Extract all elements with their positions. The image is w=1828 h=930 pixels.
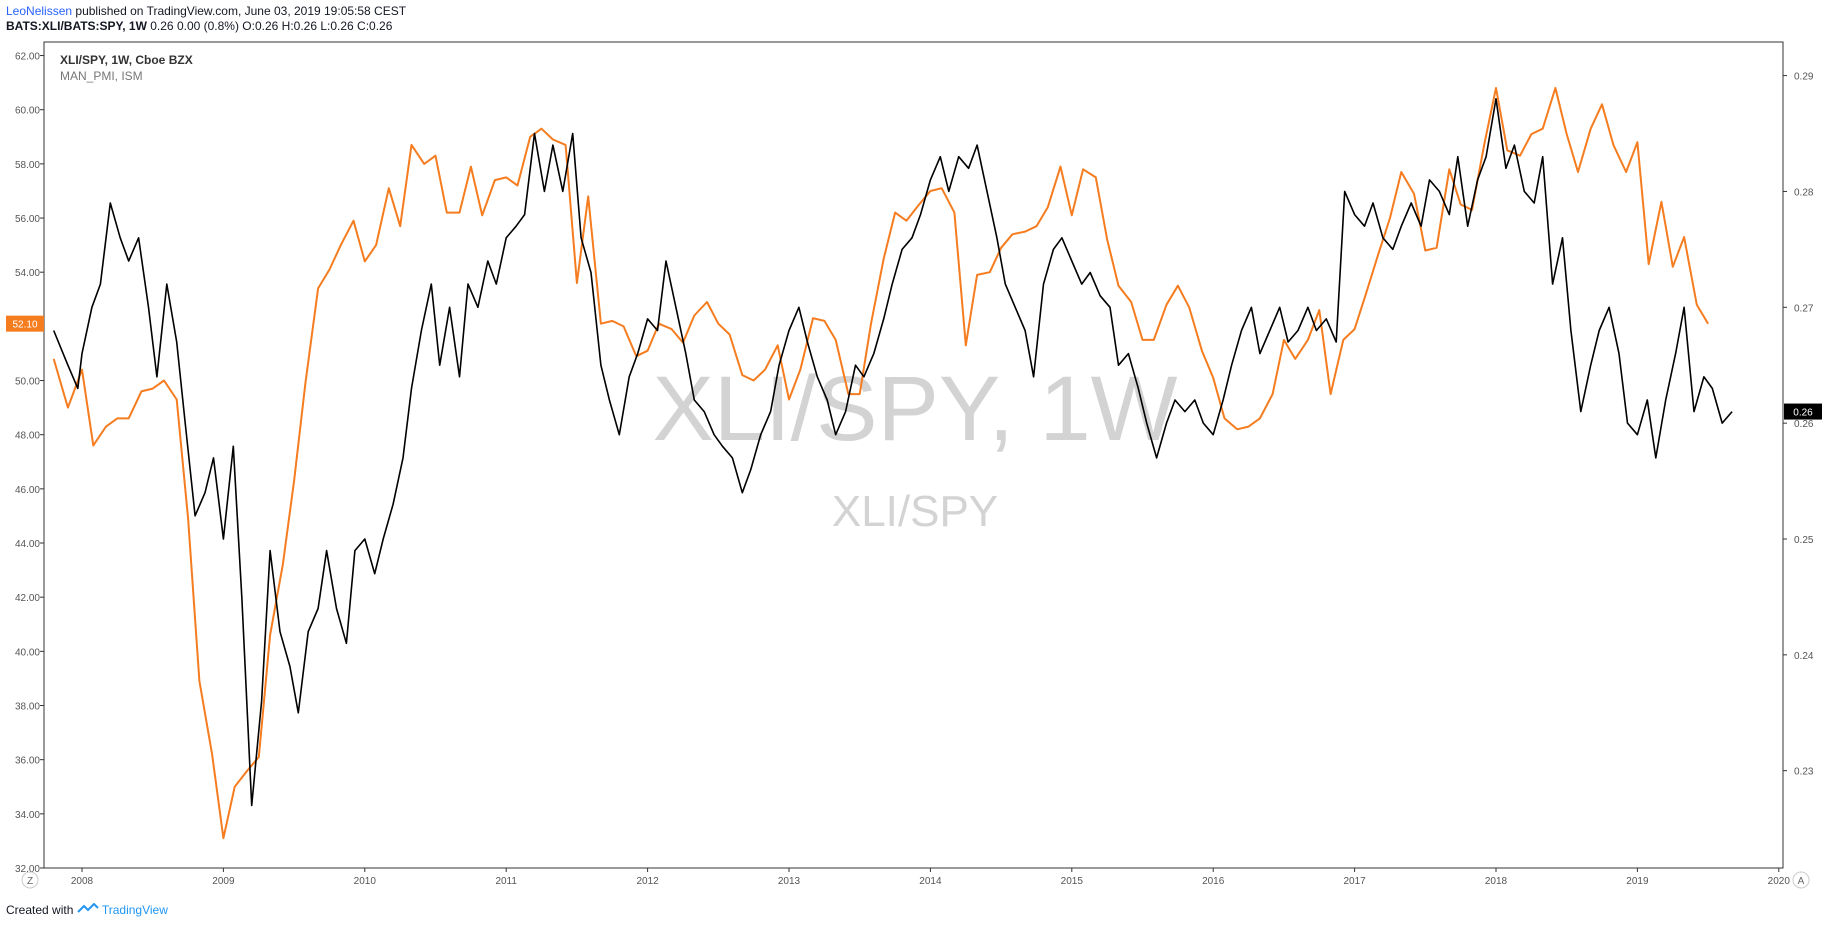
auto-scale-right-label: A: [1798, 876, 1805, 887]
left-tick-label: 32.00: [15, 864, 40, 875]
time-tick-label: 2019: [1626, 876, 1649, 887]
time-tick-label: 2017: [1343, 876, 1366, 887]
left-tick-label: 44.00: [15, 539, 40, 550]
symbol-name: BATS:XLI/BATS:SPY, 1W: [6, 19, 147, 33]
auto-scale-right-button[interactable]: A: [1792, 871, 1810, 889]
left-price-axis: 62.0060.0058.0056.0054.0052.0050.0048.00…: [15, 52, 44, 875]
time-tick-label: 2013: [778, 876, 801, 887]
left-tick-label: 38.00: [15, 702, 40, 713]
pmi-last-value-badge: [6, 315, 44, 332]
time-tick-label: 2009: [212, 876, 235, 887]
time-tick-label: 2012: [636, 876, 659, 887]
publish-line: LeoNelissen published on TradingView.com…: [6, 4, 406, 19]
left-tick-label: 36.00: [15, 756, 40, 767]
time-tick-label: 2010: [354, 876, 377, 887]
right-price-axis: 0.29 0.28 0.27 0.26 0.25 0.24 0.23: [1783, 72, 1814, 778]
series-layer: [52, 87, 1733, 840]
right-tick-label: 0.27: [1794, 303, 1814, 314]
legend-main: XLI/SPY, 1W, Cboe BZX: [60, 53, 193, 67]
time-tick-label: 2016: [1202, 876, 1225, 887]
time-tick-label: 2015: [1061, 876, 1084, 887]
left-tick-label: 54.00: [15, 268, 40, 279]
price-badges: 52.10 0.26: [6, 315, 1822, 420]
time-tick-label: 2014: [919, 876, 942, 887]
chart-header: LeoNelissen published on TradingView.com…: [6, 4, 406, 34]
pmi-last-value-label: 52.10: [12, 320, 37, 331]
ratio-last-value-badge: [1784, 403, 1822, 420]
footer: Created with TradingView: [6, 902, 168, 918]
left-tick-label: 40.00: [15, 647, 40, 658]
left-tick-label: 48.00: [15, 431, 40, 442]
author-link[interactable]: LeoNelissen: [6, 4, 73, 18]
time-tick-label: 2008: [71, 876, 94, 887]
left-tick-label: 58.00: [15, 160, 40, 171]
left-tick-label: 62.00: [15, 52, 40, 63]
auto-scale-left-label: Z: [27, 876, 33, 887]
left-tick-label: 34.00: [15, 810, 40, 821]
right-tick-label: 0.24: [1794, 651, 1814, 662]
ohlc-values: 0.26 0.00 (0.8%) O:0.26 H:0.26 L:0.26 C:…: [150, 19, 393, 33]
symbol-line: BATS:XLI/BATS:SPY, 1W 0.26 0.00 (0.8%) O…: [6, 19, 406, 34]
left-tick-label: 42.00: [15, 593, 40, 604]
left-tick-label: 46.00: [15, 485, 40, 496]
time-axis: 2008 2009 2010 2011 2012 2013 2014 2015 2016 2017…: [71, 868, 1790, 887]
watermark-small: XLI/SPY: [832, 487, 998, 536]
right-tick-label: 0.23: [1794, 767, 1814, 778]
right-tick-label: 0.28: [1794, 187, 1814, 198]
tradingview-link[interactable]: TradingView: [101, 903, 168, 917]
right-tick-label: 0.29: [1794, 72, 1814, 83]
chart-pane-border: [43, 41, 1784, 869]
time-tick-label: 2011: [495, 876, 517, 887]
left-tick-label: 50.00: [15, 377, 40, 388]
pmi-series-line: [52, 87, 1709, 840]
time-tick-label: 2020: [1768, 876, 1791, 887]
tradingview-logo-icon: [77, 902, 99, 918]
right-tick-label: 0.26: [1794, 419, 1814, 430]
auto-scale-left-button[interactable]: Z: [21, 871, 39, 889]
published-text: published on TradingView.com, June 03, 2…: [75, 4, 407, 18]
created-with-text: Created with: [6, 903, 74, 917]
right-tick-label: 0.25: [1794, 535, 1814, 546]
ratio-series-line: [52, 98, 1733, 807]
price-chart[interactable]: XLI/SPY, 1W XLI/SPY XLI/SPY, 1W, Cboe BZ…: [0, 0, 1828, 900]
left-tick-label: 56.00: [15, 214, 40, 225]
watermark-big: XLI/SPY, 1W: [652, 358, 1177, 460]
left-tick-label: 60.00: [15, 106, 40, 117]
legend-overlay: MAN_PMI, ISM: [60, 69, 143, 83]
time-tick-label: 2018: [1485, 876, 1508, 887]
ratio-last-value-label: 0.26: [1793, 408, 1813, 419]
